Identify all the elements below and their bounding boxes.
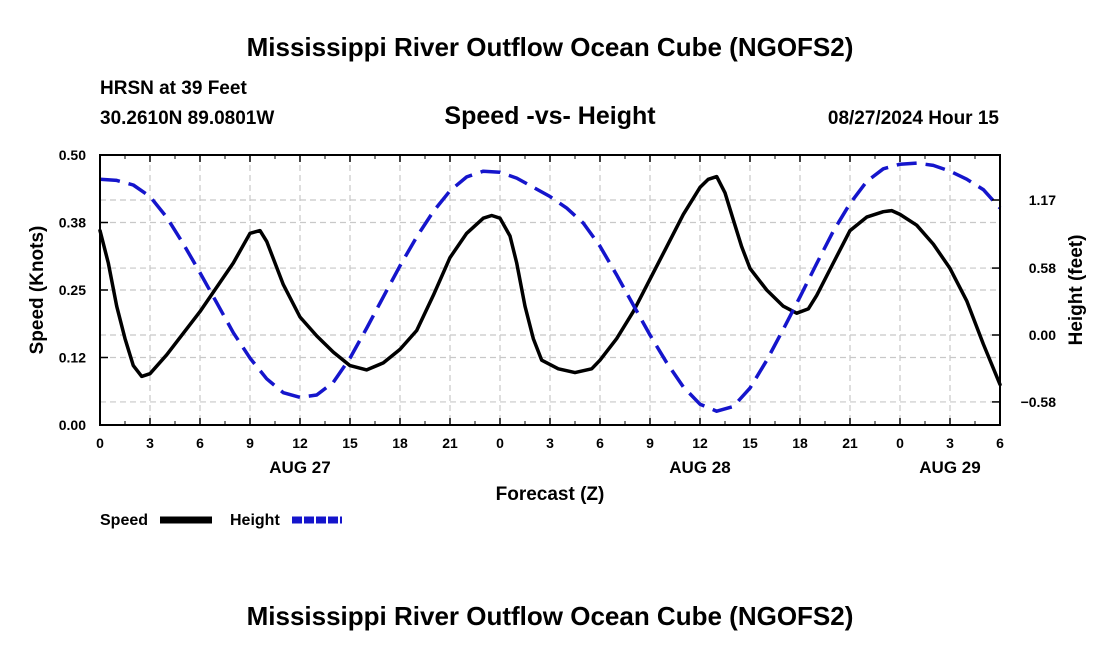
x-tick-label: 18: [392, 435, 408, 451]
x-date-label: AUG 28: [669, 458, 730, 477]
x-tick-label: 9: [646, 435, 654, 451]
y-right-tick-label: 0.00: [1029, 327, 1056, 343]
x-tick-label: 6: [196, 435, 204, 451]
x-date-label: AUG 27: [269, 458, 330, 477]
x-tick-label: 3: [546, 435, 554, 451]
coordinates-label: 30.2610N 89.0801W: [100, 108, 274, 129]
y-left-tick-label: 0.00: [59, 417, 86, 433]
series-line-height: [99, 161, 1002, 413]
footer-title: Mississippi River Outflow Ocean Cube (NG…: [247, 601, 854, 631]
y-right-tick-label: 0.58: [1029, 260, 1056, 276]
y-left-tick-label: 0.25: [59, 282, 86, 298]
chart-title: Mississippi River Outflow Ocean Cube (NG…: [247, 32, 854, 62]
x-tick-label: 6: [596, 435, 604, 451]
x-tick-label: 9: [246, 435, 254, 451]
x-tick-label: 21: [842, 435, 858, 451]
y-right-tick-label: −0.58: [1021, 394, 1057, 410]
x-tick-label: 6: [996, 435, 1004, 451]
station-label: HRSN at 39 Feet: [100, 78, 247, 99]
y-left-tick-label: 0.38: [59, 215, 86, 231]
x-tick-label: 12: [692, 435, 708, 451]
x-tick-label: 3: [946, 435, 954, 451]
legend: Speed Height: [100, 512, 342, 529]
series-layer: [98, 161, 1002, 413]
x-tick-label: 15: [742, 435, 758, 451]
x-tick-label: 15: [342, 435, 358, 451]
x-axis-label: Forecast (Z): [496, 484, 605, 505]
x-tick-label: 3: [146, 435, 154, 451]
x-tick-label: 0: [96, 435, 104, 451]
x-tick-label: 0: [496, 435, 504, 451]
x-tick-label: 18: [792, 435, 808, 451]
axis-layer: 0 3 6 9 12 15 18 21 0 3 6 9 12 15 18 21 0 3 6 AUG 27 AUG 28 A…: [59, 147, 1056, 477]
series-line-speed: [98, 174, 1002, 387]
y-axis-left-label: Speed (Knots): [27, 226, 48, 355]
x-tick-label: 0: [896, 435, 904, 451]
y-left-tick-label: 0.50: [59, 147, 86, 163]
x-tick-label: 12: [292, 435, 308, 451]
y-right-tick-label: 1.17: [1029, 192, 1056, 208]
y-left-tick-label: 0.12: [59, 350, 86, 366]
y-axis-right-label: Height (feet): [1066, 235, 1087, 346]
grid-layer: [100, 155, 1000, 425]
x-date-label: AUG 29: [919, 458, 980, 477]
datetime-label: 08/27/2024 Hour 15: [828, 108, 1000, 129]
chart-subtitle: Speed -vs- Height: [444, 102, 656, 130]
x-tick-label: 21: [442, 435, 458, 451]
legend-height-label: Height: [230, 512, 280, 529]
legend-speed-label: Speed: [100, 512, 148, 529]
